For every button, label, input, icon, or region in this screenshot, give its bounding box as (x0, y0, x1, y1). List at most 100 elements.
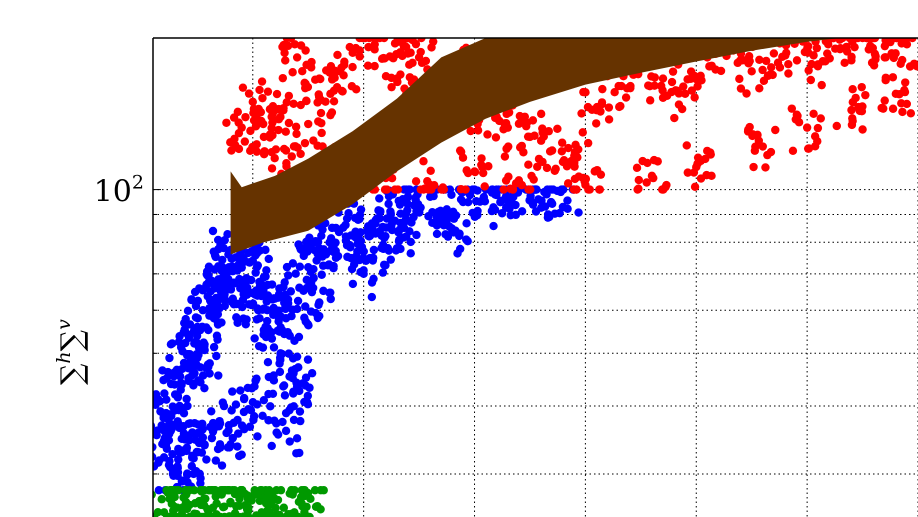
data-point (683, 168, 692, 177)
data-point (233, 107, 242, 117)
data-point (213, 317, 222, 327)
data-point (766, 147, 776, 157)
data-point (289, 369, 298, 378)
data-point (367, 278, 377, 287)
data-point (341, 232, 351, 241)
data-point (781, 51, 790, 60)
data-point (165, 456, 174, 466)
data-point (283, 512, 293, 517)
data-point (473, 126, 483, 135)
data-point (656, 81, 666, 91)
data-point (504, 172, 513, 181)
data-point (245, 422, 255, 431)
data-point (314, 300, 323, 310)
data-point (906, 109, 916, 118)
data-point (326, 110, 335, 120)
data-point (544, 127, 553, 136)
data-point (377, 243, 386, 253)
data-point (329, 264, 338, 273)
data-point (550, 166, 559, 175)
data-point (412, 230, 421, 240)
data-point (284, 118, 294, 128)
series-blue-points (153, 185, 583, 495)
data-point (769, 49, 779, 58)
data-point (523, 132, 533, 141)
data-point (269, 376, 279, 385)
data-point (289, 415, 299, 425)
data-point (419, 185, 428, 194)
data-point (674, 100, 684, 109)
data-point (327, 223, 337, 233)
data-point (758, 65, 767, 75)
data-point (284, 91, 294, 101)
data-point (401, 216, 410, 226)
data-point (348, 279, 358, 289)
data-point (242, 315, 251, 324)
y-tick-label: 102 (94, 172, 144, 210)
data-point (658, 185, 667, 194)
data-point (170, 368, 179, 377)
data-point (258, 411, 267, 421)
data-point (162, 374, 171, 383)
data-point (240, 137, 250, 146)
data-point (173, 463, 182, 473)
data-point (461, 185, 470, 194)
data-point (900, 87, 910, 97)
data-point (188, 352, 197, 362)
data-point (207, 433, 217, 443)
data-point (193, 314, 202, 323)
data-point (326, 288, 335, 297)
data-point (264, 416, 273, 425)
data-point (265, 512, 275, 517)
data-point (235, 501, 244, 510)
data-point (504, 142, 513, 151)
data-point (253, 432, 262, 441)
data-point (251, 376, 260, 385)
data-point (749, 162, 758, 172)
data-point (761, 163, 770, 172)
data-point (347, 264, 357, 274)
data-point (736, 84, 746, 93)
data-point (455, 146, 465, 155)
data-point (374, 206, 383, 215)
data-point (244, 89, 254, 98)
data-point (267, 164, 277, 173)
data-point (173, 471, 182, 481)
data-point (166, 463, 175, 472)
data-point (232, 313, 241, 322)
data-point (233, 429, 243, 438)
data-point (579, 87, 588, 97)
data-point (205, 276, 214, 286)
data-point (213, 235, 223, 245)
data-point (463, 198, 473, 207)
data-point (275, 367, 285, 377)
data-point (234, 128, 244, 138)
data-point (261, 272, 270, 281)
data-point (825, 54, 834, 63)
data-point (216, 443, 225, 452)
data-point (211, 252, 220, 262)
data-point (213, 310, 223, 319)
data-point (283, 271, 293, 280)
data-point (164, 512, 174, 517)
data-point (532, 185, 541, 194)
data-point (215, 419, 225, 428)
data-point (771, 125, 780, 135)
data-point (428, 207, 437, 217)
data-point (784, 60, 793, 69)
data-point (212, 499, 221, 508)
data-point (621, 93, 631, 102)
data-point (253, 512, 262, 517)
data-point (223, 230, 232, 239)
data-point (291, 269, 300, 278)
data-point (183, 469, 192, 478)
data-point (207, 407, 216, 416)
data-point (751, 142, 760, 151)
data-point (471, 196, 481, 206)
data-point (537, 203, 546, 212)
data-point (296, 416, 305, 426)
data-point (381, 261, 390, 270)
data-point (802, 123, 812, 132)
data-point (385, 52, 395, 61)
data-point (763, 71, 773, 81)
